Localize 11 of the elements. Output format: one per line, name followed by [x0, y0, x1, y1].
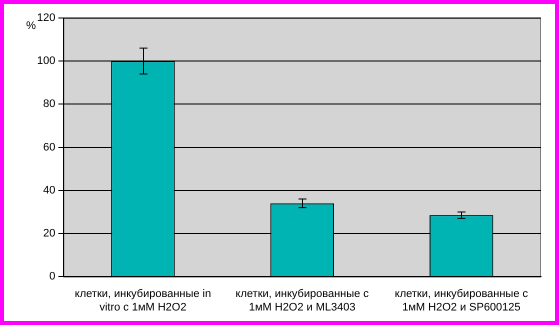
- y-tick-label: 60: [43, 141, 56, 154]
- y-tick-label: 100: [36, 55, 56, 68]
- y-tick-label: 0: [49, 270, 56, 283]
- y-axis-title: %: [26, 20, 36, 32]
- x-tick-label: клетки, инкубированные in vitro с 1мМ H2O2: [74, 288, 212, 314]
- x-tick-label: клетки, инкубированные с 1мМ H2O2 и ML3403: [236, 288, 370, 314]
- y-tick-label: 120: [36, 12, 56, 24]
- y-tick-label: 40: [43, 184, 56, 196]
- x-tick-label: клетки, инкубированные с 1мМ H2O2 и SP600125: [394, 288, 529, 314]
- y-tick-label: 80: [43, 98, 56, 110]
- y-tick-label: 20: [43, 228, 56, 240]
